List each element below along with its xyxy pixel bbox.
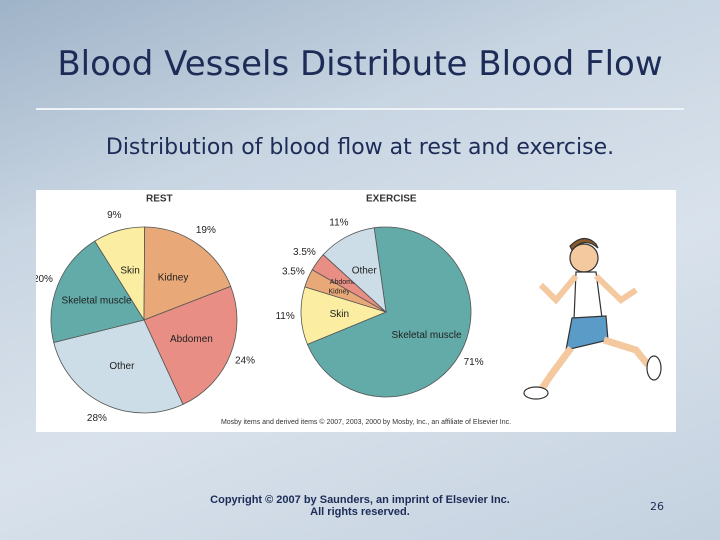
value-label: 9% [107,210,122,221]
slice-label: Kidney [158,273,189,284]
value-label: 11% [329,217,348,228]
pie-slice [53,319,184,414]
value-label: 19% [196,225,216,236]
slice-label: Skeletal muscle [392,330,462,341]
pie-slice [143,285,238,405]
pie-slice [143,226,232,321]
pie-title: REST [146,194,173,205]
page-number: 26 [650,500,664,513]
figure: Mosby items and derived items © 2007, 20… [36,190,676,432]
slice-label: Other [109,361,135,372]
slice-label: Abdomen [170,334,213,345]
value-label: 11% [275,311,294,322]
value-label: 24% [235,355,255,366]
slice-label: Skeletal muscle [62,295,132,306]
slice-label: Kidney [329,289,351,296]
pie-title: EXERCISE [366,194,417,205]
slice-label: Skin [120,265,139,276]
slide-subtitle: Distribution of blood flow at rest and e… [105,135,615,160]
copyright: Copyright © 2007 by Saunders, an imprint… [210,494,510,518]
value-label: 71% [464,357,484,368]
credit: Mosby items and derived items © 2007, 20… [221,418,511,426]
value-label: 3.5% [293,247,316,258]
runner [523,237,662,400]
pie-slice [322,227,387,314]
slide-title: Blood Vessels Distribute Blood Flow [57,44,663,84]
value-label: 3.5% [282,266,305,277]
value-label: 20% [36,274,53,285]
title-rule [36,108,684,110]
slice-label: Skin [330,309,349,320]
pie-slice [306,226,472,398]
slice-label: Abdomen [330,279,360,286]
value-label: 28% [87,413,107,424]
pie-slice [50,240,145,343]
slice-label: Other [352,265,378,276]
